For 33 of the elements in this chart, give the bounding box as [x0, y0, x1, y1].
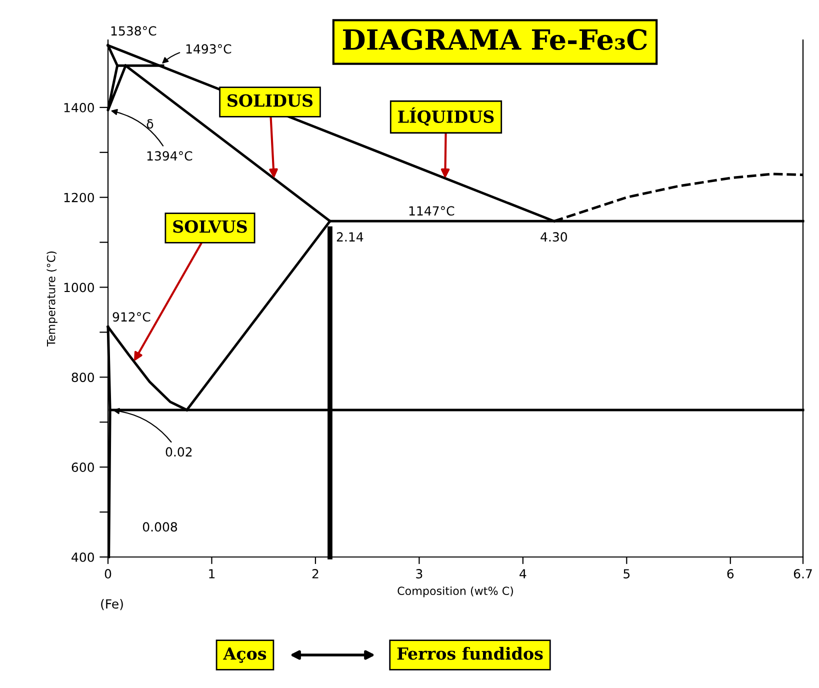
annotation: 1538°C [111, 26, 156, 36]
annotation: LÍQUIDUS [398, 107, 494, 126]
y-tick-label: 1200 [64, 192, 94, 202]
annotation: 1147°C [409, 206, 454, 216]
annotation: 912°C [112, 312, 150, 322]
chart-title: DIAGRAMA Fe-Fe₃C [343, 29, 647, 50]
x-axis-title: Composition (wt% C) [398, 586, 513, 598]
text: (Fe) [101, 598, 123, 610]
annotation: 4.30 [540, 232, 567, 242]
annotation: 1493°C [186, 44, 232, 54]
annotation: 0.02 [166, 447, 192, 457]
x-tick-label: 5 [624, 569, 630, 578]
y-tick-label: 400 [72, 552, 94, 562]
x-tick-label: 6 [727, 569, 734, 578]
y-axis-title: Temperature (°C) [46, 252, 58, 346]
x-tick-label: 1 [209, 569, 215, 578]
annotation: 2.14 [336, 232, 364, 242]
x-tick-label: 3 [416, 569, 422, 578]
x-tick-label: 0 [104, 569, 112, 578]
annotation: SOLVUS [173, 220, 247, 233]
annotation: SOLIDUS [228, 94, 313, 107]
annotation: 1394°C [147, 151, 192, 161]
y-tick-label: 1000 [64, 282, 94, 292]
y-tick-label: 800 [72, 372, 94, 382]
annotation: δ [146, 119, 154, 129]
annotation: 0.008 [142, 522, 178, 532]
y-tick-label: 1400 [64, 102, 94, 112]
x-tick-label: 2 [312, 569, 318, 578]
text: Aços [223, 647, 266, 663]
x-tick-label: 4 [520, 569, 526, 578]
text: Ferros fundidos [397, 646, 543, 660]
y-tick-label: 600 [72, 462, 94, 472]
x-tick-label: 6.7 [794, 569, 812, 578]
